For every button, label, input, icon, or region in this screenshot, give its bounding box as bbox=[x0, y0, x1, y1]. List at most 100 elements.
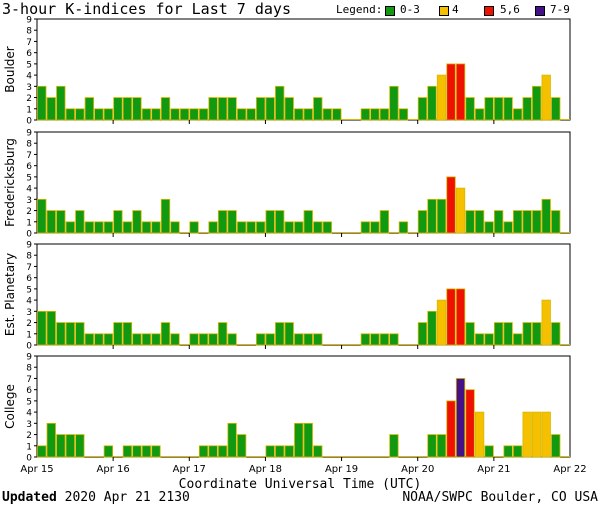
k-bar bbox=[75, 322, 85, 346]
y-tick-label: 0 bbox=[26, 342, 32, 352]
k-bar bbox=[151, 333, 161, 346]
k-bar bbox=[160, 97, 171, 121]
k-bar bbox=[532, 85, 542, 121]
updated-label: Updated bbox=[2, 490, 57, 505]
k-bar bbox=[360, 333, 371, 346]
k-bar bbox=[303, 333, 313, 346]
k-bar bbox=[122, 322, 133, 346]
k-bar bbox=[503, 221, 513, 234]
y-tick-label: 8 bbox=[26, 252, 32, 262]
x-tick-label: Apr 17 bbox=[173, 464, 206, 475]
y-tick-label: 0 bbox=[26, 454, 32, 464]
k-bar bbox=[493, 322, 504, 346]
k-bar bbox=[398, 221, 409, 234]
k-bar bbox=[370, 108, 380, 121]
y-tick-label: 6 bbox=[26, 49, 32, 59]
k-bar bbox=[46, 97, 56, 121]
k-bar bbox=[322, 108, 332, 121]
updated-value: 2020 Apr 21 2130 bbox=[64, 490, 190, 505]
k-bar bbox=[227, 422, 237, 458]
k-bar bbox=[313, 221, 323, 234]
k-bar bbox=[46, 310, 56, 346]
k-bar bbox=[141, 108, 152, 121]
k-bar bbox=[265, 210, 275, 234]
k-bar bbox=[541, 411, 551, 458]
footer-credit: NOAA/SWPC Boulder, CO USA bbox=[402, 490, 598, 505]
y-tick-label: 6 bbox=[26, 274, 32, 284]
k-bar bbox=[37, 85, 47, 121]
k-bar bbox=[427, 310, 437, 346]
k-bar bbox=[151, 221, 161, 234]
k-bar bbox=[179, 108, 190, 121]
k-bar bbox=[113, 210, 123, 234]
legend-swatch-4 bbox=[439, 6, 449, 16]
k-bar bbox=[236, 221, 247, 234]
k-bar bbox=[541, 198, 551, 234]
k-bar bbox=[189, 108, 199, 121]
station-label-2: Est. Planetary bbox=[3, 253, 17, 336]
k-bar bbox=[474, 210, 485, 234]
y-tick-label: 3 bbox=[26, 308, 32, 318]
y-tick-label: 1 bbox=[26, 330, 32, 340]
legend-swatch-0-3 bbox=[385, 6, 395, 16]
k-bar bbox=[446, 176, 456, 234]
k-bar bbox=[417, 210, 428, 234]
k-bar bbox=[217, 97, 228, 121]
y-tick-label: 2 bbox=[26, 431, 32, 441]
k-bar bbox=[532, 210, 542, 234]
k-bar bbox=[417, 322, 428, 346]
k-bar bbox=[265, 333, 275, 346]
k-bar bbox=[551, 322, 561, 346]
y-tick-label: 4 bbox=[26, 72, 32, 82]
station-label-1: Fredericksburg bbox=[3, 138, 17, 227]
k-bar bbox=[303, 210, 313, 234]
k-bar bbox=[84, 333, 95, 346]
k-bar bbox=[208, 333, 218, 346]
station-label-3: College bbox=[3, 384, 17, 429]
x-tick-label: Apr 15 bbox=[20, 464, 53, 475]
k-bar bbox=[56, 85, 66, 121]
k-bar bbox=[474, 411, 485, 458]
y-tick-label: 5 bbox=[26, 60, 32, 70]
y-tick-label: 9 bbox=[26, 241, 32, 251]
k-bar bbox=[436, 74, 447, 121]
k-bar bbox=[512, 445, 523, 458]
k-bar bbox=[465, 389, 475, 458]
k-bar bbox=[294, 333, 304, 346]
k-bar bbox=[75, 108, 85, 121]
k-bar bbox=[151, 108, 161, 121]
panel-frame-3 bbox=[36, 355, 571, 458]
x-tick-label: Apr 18 bbox=[249, 464, 282, 475]
k-bar bbox=[275, 445, 285, 458]
y-tick-label: 3 bbox=[26, 420, 32, 430]
k-bar bbox=[284, 97, 294, 121]
k-bar bbox=[522, 97, 532, 121]
k-bar bbox=[522, 322, 532, 346]
k-bar bbox=[189, 333, 199, 346]
k-bar bbox=[256, 221, 266, 234]
y-tick-label: 6 bbox=[26, 386, 32, 396]
y-tick-label: 7 bbox=[26, 263, 32, 273]
k-bar bbox=[455, 378, 466, 458]
k-bar bbox=[46, 422, 56, 458]
x-tick-label: Apr 19 bbox=[325, 464, 358, 475]
legend-text-7-9: 7-9 bbox=[550, 3, 570, 16]
k-bar bbox=[37, 310, 47, 346]
station-label-0: Boulder bbox=[3, 46, 17, 93]
k-bar bbox=[37, 445, 47, 458]
k-bar bbox=[446, 400, 456, 458]
k-bar bbox=[256, 333, 266, 346]
k-bar bbox=[322, 221, 332, 234]
k-bar bbox=[227, 97, 237, 121]
y-tick-label: 1 bbox=[26, 105, 32, 115]
k-bar bbox=[484, 221, 494, 234]
y-tick-label: 1 bbox=[26, 218, 32, 228]
k-bar bbox=[474, 333, 485, 346]
k-bar bbox=[284, 322, 294, 346]
y-tick-label: 7 bbox=[26, 38, 32, 48]
k-bar bbox=[465, 97, 475, 121]
k-bar bbox=[132, 210, 142, 234]
k-bar bbox=[294, 422, 304, 458]
k-bar bbox=[427, 434, 437, 458]
